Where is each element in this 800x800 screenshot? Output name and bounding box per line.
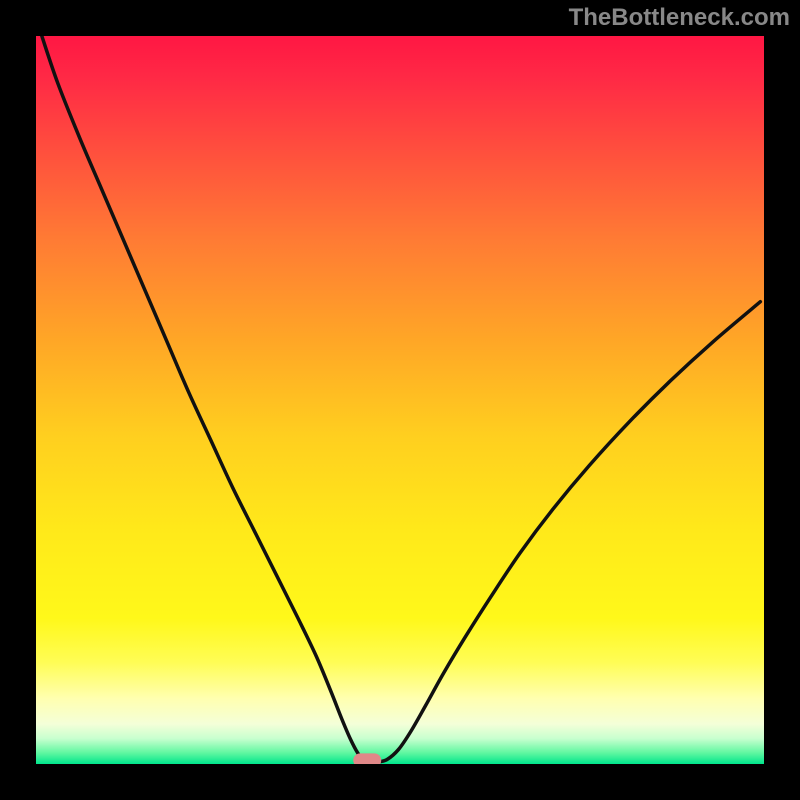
valley-marker: [353, 753, 381, 764]
plot-area: [36, 36, 764, 764]
watermark-text: TheBottleneck.com: [569, 4, 790, 32]
chart-stage: TheBottleneck.com: [0, 0, 800, 800]
gradient-background: [36, 36, 764, 764]
plot-svg: [36, 36, 764, 764]
